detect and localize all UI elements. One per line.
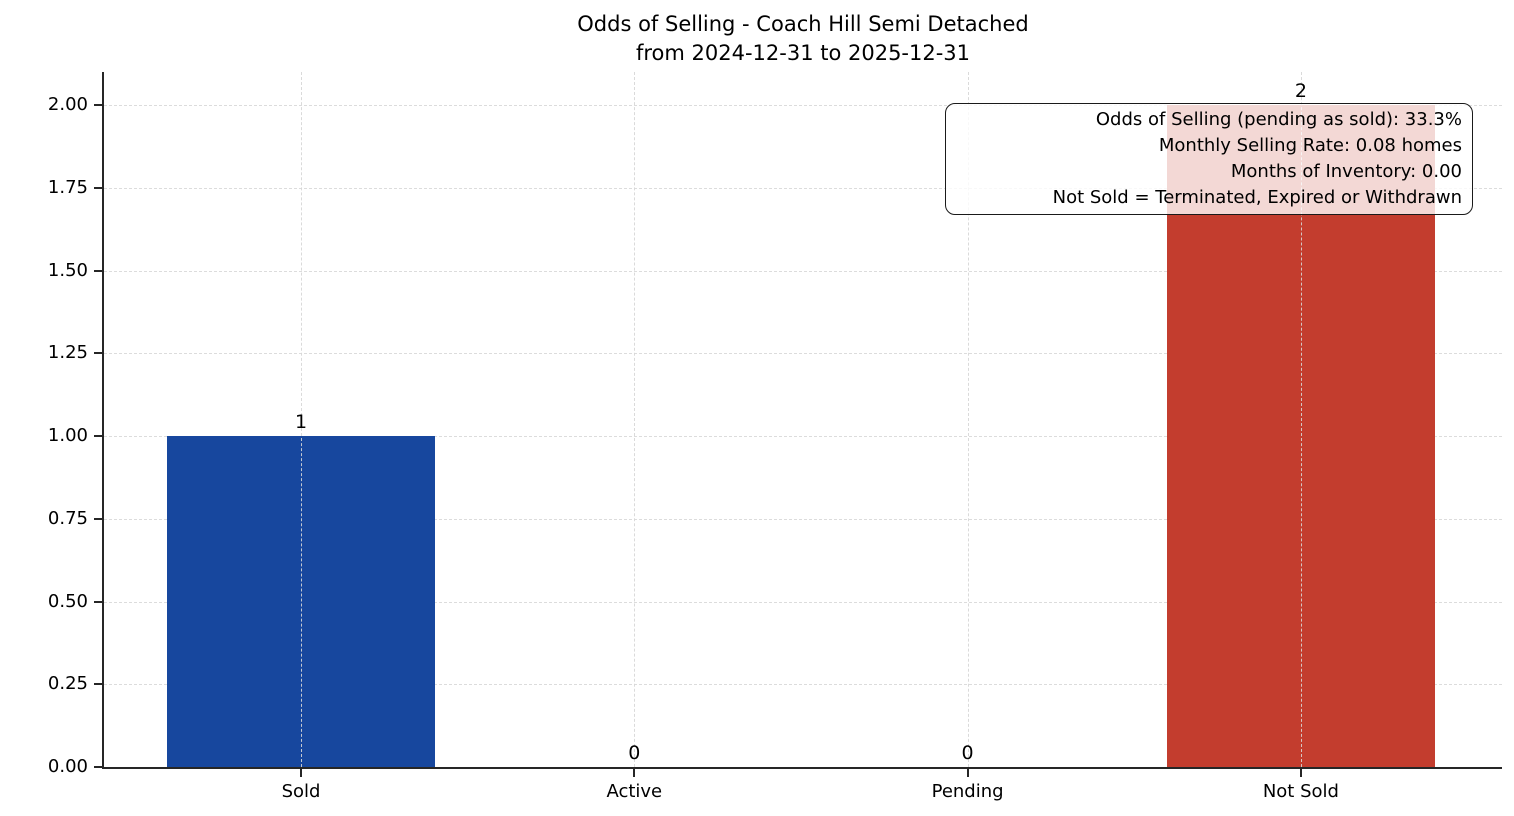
annotation-line: Months of Inventory: 0.00 bbox=[1230, 161, 1462, 182]
chart-title: Odds of Selling - Coach Hill Semi Detach… bbox=[577, 12, 1029, 36]
bar-value-label: 0 bbox=[961, 742, 974, 764]
x-tick-mark bbox=[300, 769, 302, 777]
x-tick-label: Active bbox=[606, 781, 663, 802]
horizontal-gridline bbox=[104, 436, 1502, 438]
annotation-line: Odds of Selling (pending as sold): 33.3% bbox=[1095, 109, 1462, 130]
x-tick-label: Pending bbox=[931, 781, 1004, 802]
bar-value-label: 2 bbox=[1294, 80, 1307, 103]
x-tick-label: Not Sold bbox=[1262, 781, 1339, 802]
plot-area: 0.00 0.25 0.50 0.75 1.00 1.25 1.50 1.75 2.00 1 Sol… bbox=[48, 72, 1502, 802]
vertical-gridline bbox=[301, 72, 302, 767]
vertical-gridline bbox=[967, 72, 969, 767]
y-tick-label: 1.75 bbox=[47, 176, 88, 198]
annotation-line: Monthly Selling Rate: 0.08 homes bbox=[1158, 135, 1462, 156]
horizontal-gridline bbox=[104, 187, 1502, 189]
horizontal-gridline bbox=[104, 684, 1502, 686]
y-tick-mark bbox=[94, 517, 104, 520]
y-tick-label: 0.25 bbox=[47, 673, 88, 695]
chart-subtitle: from 2024-12-31 to 2025-12-31 bbox=[635, 41, 971, 65]
x-tick-mark bbox=[1299, 769, 1302, 777]
y-tick-label: 1.25 bbox=[47, 342, 88, 364]
y-tick-mark bbox=[94, 766, 104, 768]
x-tick-label: Sold bbox=[281, 781, 321, 802]
horizontal-gridline bbox=[104, 270, 1502, 272]
y-tick-mark bbox=[94, 186, 104, 189]
x-tick-mark bbox=[633, 769, 636, 777]
bar-value-label: 1 bbox=[294, 411, 308, 434]
x-tick-mark bbox=[966, 769, 969, 777]
vertical-gridline bbox=[634, 72, 636, 767]
horizontal-gridline bbox=[104, 601, 1502, 603]
y-tick-mark bbox=[94, 352, 104, 355]
bar-value-label: 0 bbox=[628, 742, 641, 764]
y-tick-label: 2.00 bbox=[47, 94, 88, 116]
y-tick-label: 0.00 bbox=[47, 756, 88, 777]
horizontal-gridline bbox=[104, 518, 1502, 520]
x-axis-spine bbox=[102, 767, 1502, 769]
y-tick-label: 0.50 bbox=[47, 590, 88, 612]
y-tick-mark bbox=[94, 600, 104, 603]
stats-annotation-box: Odds of Selling (pending as sold): 33.3%… bbox=[945, 103, 1473, 215]
horizontal-gridline bbox=[104, 105, 1502, 107]
y-tick-label: 1.50 bbox=[47, 259, 88, 281]
chart-title-block: Odds of Selling - Coach Hill Semi Detach… bbox=[104, 10, 1502, 68]
y-tick-label: 0.75 bbox=[47, 507, 88, 529]
y-tick-label: 1.00 bbox=[47, 425, 88, 447]
y-axis-spine bbox=[102, 72, 104, 769]
vertical-gridline bbox=[1300, 72, 1302, 767]
horizontal-gridline bbox=[104, 353, 1502, 355]
y-tick-mark bbox=[94, 435, 104, 438]
y-tick-mark bbox=[94, 104, 104, 107]
annotation-line: Not Sold = Terminated, Expired or Withdr… bbox=[1052, 187, 1462, 208]
y-tick-mark bbox=[94, 269, 104, 272]
y-tick-mark bbox=[94, 683, 104, 686]
